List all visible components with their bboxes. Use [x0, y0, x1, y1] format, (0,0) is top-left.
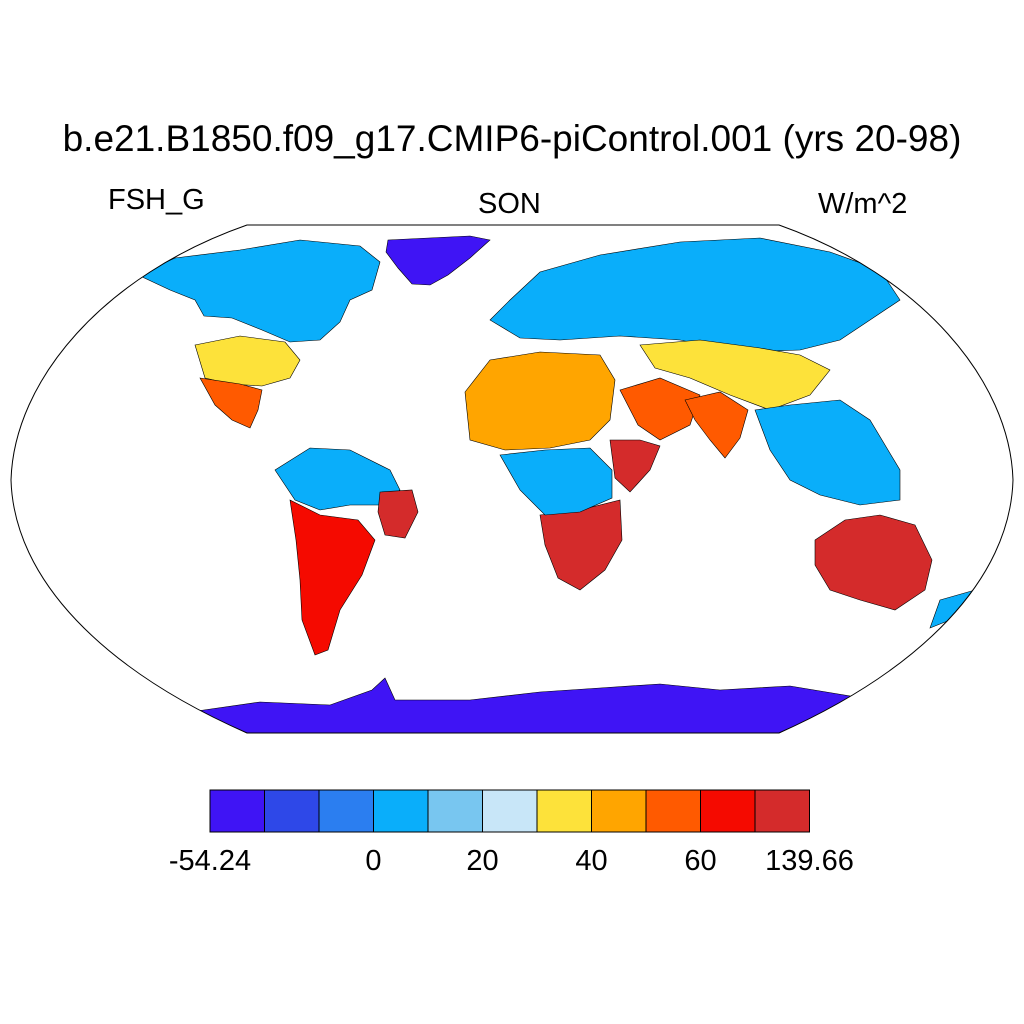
- colorbar-box-5: [482, 789, 538, 833]
- region-horn-of-africa: [609, 439, 661, 493]
- variable-label: FSH_G: [108, 184, 205, 216]
- colorbar-box-0: [209, 789, 265, 833]
- region-southeast-asia: [754, 399, 901, 506]
- region-mexico: [199, 377, 263, 429]
- colorbar-tick-label: 139.66: [765, 845, 854, 877]
- region-eastern-brazil: [377, 489, 419, 539]
- region-northern-eurasia: [489, 237, 901, 353]
- colorbar-box-8: [645, 789, 701, 833]
- colorbar-tick-label: 60: [684, 845, 717, 877]
- region-central-asia: [639, 339, 831, 411]
- season-label: SON: [478, 188, 541, 220]
- region-andes-argentina: [289, 499, 376, 656]
- colorbar-box-2: [318, 789, 374, 833]
- region-greenland: [385, 235, 491, 286]
- colorbar-box-10: [754, 789, 810, 833]
- region-congo-basin: [499, 447, 613, 516]
- colorbar-tick-label: 40: [575, 845, 608, 877]
- colorbar-box-1: [264, 789, 320, 833]
- colorbar-box-3: [373, 789, 429, 833]
- region-india: [684, 391, 749, 459]
- colorbar-tick-label: -54.24: [168, 845, 252, 877]
- region-arabian-peninsula: [619, 377, 701, 441]
- units-label: W/m^2: [818, 188, 908, 220]
- colorbar-box-7: [591, 789, 647, 833]
- colorbar-tick-label: 0: [365, 845, 382, 877]
- colorbar-box-6: [536, 789, 592, 833]
- colorbar-box-4: [427, 789, 483, 833]
- region-canada-alaska: [137, 239, 381, 343]
- colorbar-tick-label: 20: [466, 845, 499, 877]
- region-australia: [814, 514, 933, 611]
- region-sahara: [464, 351, 616, 451]
- map-boundary: [10, 224, 1014, 734]
- plot-title: b.e21.B1850.f09_g17.CMIP6-piControl.001 …: [62, 118, 962, 159]
- colorbar-box-9: [700, 789, 756, 833]
- region-southern-africa: [539, 499, 623, 591]
